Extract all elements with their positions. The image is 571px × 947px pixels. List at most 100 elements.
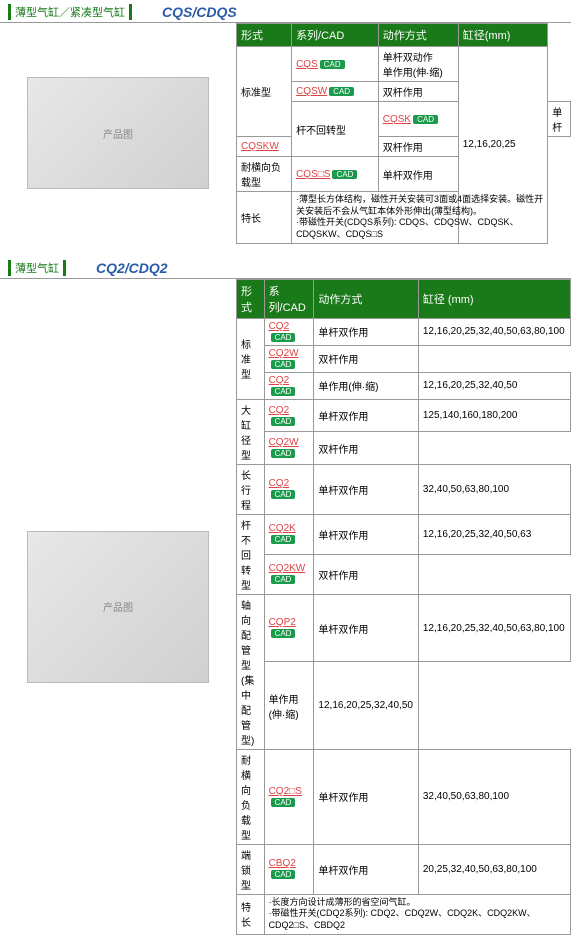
cad-badge[interactable]: CAD: [271, 575, 296, 584]
cad-badge[interactable]: CAD: [271, 449, 296, 458]
section: 薄型气缸CQ2/CDQ2产品图形式系列/CAD动作方式缸径 (mm)标准型CQ2…: [0, 256, 571, 935]
form-cell: 杆不回转型: [292, 102, 379, 157]
series-link[interactable]: CQ2K: [269, 523, 296, 534]
table-header: 缸径(mm): [458, 24, 547, 47]
action-cell: 单杆双作用: [378, 157, 458, 192]
cad-badge[interactable]: CAD: [271, 870, 296, 879]
table-column: 形式系列/CAD动作方式缸径 (mm)标准型CQ2CAD单杆双作用12,16,2…: [236, 279, 571, 935]
table-header: 缸径 (mm): [418, 279, 570, 318]
action-cell: 单杆双作用: [314, 594, 418, 662]
cad-badge[interactable]: CAD: [271, 798, 296, 807]
table-row: 标准型CQ2CAD单杆双作用12,16,20,25,32,40,50,63,80…: [237, 318, 571, 345]
series-cell: CQSCAD: [292, 47, 379, 82]
series-cell: CQ2CAD: [264, 318, 314, 345]
table-row: 标准型CQSCAD单杆双动作单作用(伸·缩)12,16,20,25: [237, 47, 571, 82]
action-cell: 双杆作用: [314, 345, 418, 372]
action-cell: 单杆双作用: [314, 464, 418, 514]
section-title: 薄型气缸／紧凑型气缸: [8, 4, 132, 20]
bore-cell: 20,25,32,40,50,63,80,100: [418, 844, 570, 894]
series-link[interactable]: CBQ2: [269, 858, 296, 869]
table-row: 端锁型CBQ2CAD单杆双作用20,25,32,40,50,63,80,100: [237, 844, 571, 894]
cad-badge[interactable]: CAD: [329, 87, 354, 96]
cad-badge[interactable]: CAD: [271, 333, 296, 342]
model-code: CQ2/CDQ2: [96, 260, 168, 276]
table-header: 系列/CAD: [264, 279, 314, 318]
series-link[interactable]: CQSW: [296, 86, 327, 97]
content-row: 产品图形式系列/CAD动作方式缸径 (mm)标准型CQ2CAD单杆双作用12,1…: [0, 279, 571, 935]
cad-badge[interactable]: CAD: [271, 490, 296, 499]
series-link[interactable]: CQS□S: [296, 169, 330, 180]
table-row: CQ2WCAD 双杆作用: [237, 345, 571, 372]
cad-badge[interactable]: CAD: [271, 387, 296, 396]
series-cell: CQ2KCAD: [264, 514, 314, 554]
spec-table: 形式系列/CAD动作方式缸径(mm)标准型CQSCAD单杆双动作单作用(伸·缩)…: [236, 23, 571, 244]
cad-badge[interactable]: CAD: [320, 60, 345, 69]
bore-cell: 12,16,20,25,32,40,50,63,80,100: [418, 594, 570, 662]
series-link[interactable]: CQ2: [269, 375, 290, 386]
form-cell: 耐横向负载型: [237, 157, 292, 192]
table-header: 系列/CAD: [292, 24, 379, 47]
series-cell: CQ2CAD: [264, 372, 314, 399]
table-header: 动作方式: [378, 24, 458, 47]
bore-cell: 32,40,50,63,80,100: [418, 749, 570, 844]
cad-badge[interactable]: CAD: [271, 417, 296, 426]
product-image: 产品图: [27, 531, 209, 683]
series-cell: CQ2CAD: [264, 399, 314, 432]
series-link[interactable]: CQP2: [269, 617, 296, 628]
series-cell: CQ2□SCAD: [264, 749, 314, 844]
series-link[interactable]: CQ2: [269, 478, 290, 489]
cad-badge[interactable]: CAD: [271, 629, 296, 638]
series-link[interactable]: CQ2: [269, 321, 290, 332]
form-cell: 轴向配管型(集中配管型): [237, 594, 265, 749]
image-column: 产品图: [0, 23, 236, 244]
series-cell: CQS□SCAD: [292, 157, 379, 192]
cad-badge[interactable]: CAD: [271, 360, 296, 369]
series-link[interactable]: CQ2: [269, 405, 290, 416]
action-cell: 单杆双动作单作用(伸·缩): [378, 47, 458, 82]
series-link[interactable]: CQ2W: [269, 437, 299, 448]
action-cell: 单作用(伸·缩): [264, 662, 314, 750]
series-link[interactable]: CQSKW: [241, 141, 279, 152]
table-row: CQ2WCAD 双杆作用: [237, 432, 571, 465]
table-header: 形式: [237, 279, 265, 318]
title-row: 薄型气缸 CQ2/CDQ2: [0, 256, 571, 279]
section-title: 薄型气缸: [8, 260, 66, 276]
bore-cell: 12,16,20,25,32,40,50: [314, 662, 418, 750]
cad-badge[interactable]: CAD: [413, 115, 438, 124]
table-row: 特长·长度方向设计成薄形的省空间气缸。·带磁性开关(CDQ2系列): CDQ2、…: [237, 894, 571, 934]
table-header: 形式: [237, 24, 292, 47]
table-row: 耐横向负载型CQ2□SCAD单杆双作用32,40,50,63,80,100: [237, 749, 571, 844]
table-row: 特长·薄型长方体结构，磁性开关安装可3面或4面选择安装。磁性开关安装后不会从气缸…: [237, 192, 571, 244]
table-column: 形式系列/CAD动作方式缸径(mm)标准型CQSCAD单杆双动作单作用(伸·缩)…: [236, 23, 571, 244]
title-row: 薄型气缸／紧凑型气缸CQS/CDQS: [0, 0, 571, 23]
section: 薄型气缸／紧凑型气缸CQS/CDQS产品图形式系列/CAD动作方式缸径(mm) 标…: [0, 0, 571, 244]
table-header: 动作方式: [314, 279, 418, 318]
series-link[interactable]: CQ2□S: [269, 786, 302, 797]
image-column: 产品图: [0, 279, 236, 935]
cad-badge[interactable]: CAD: [271, 535, 296, 544]
form-cell: 标准型: [237, 47, 292, 137]
action-cell: 双杆作用: [314, 432, 418, 465]
series-link[interactable]: CQSK: [383, 114, 411, 125]
spec-table: 形式系列/CAD动作方式缸径 (mm)标准型CQ2CAD单杆双作用12,16,2…: [236, 279, 571, 935]
form-cell: 端锁型: [237, 844, 265, 894]
action-cell: 单杆双作用: [314, 844, 418, 894]
action-cell: 双杆作用: [314, 554, 418, 594]
action-cell: 单杆: [548, 102, 571, 137]
form-cell: 长行程: [237, 464, 265, 514]
content-row: 产品图形式系列/CAD动作方式缸径(mm)标准型CQSCAD单杆双动作单作用(伸…: [0, 23, 571, 244]
series-link[interactable]: CQ2W: [269, 348, 299, 359]
action-cell: 单杆双作用: [314, 749, 418, 844]
table-row: CQ2CAD单作用(伸·缩)12,16,20,25,32,40,50: [237, 372, 571, 399]
series-cell: CBQ2CAD: [264, 844, 314, 894]
series-cell: CQ2KWCAD: [264, 554, 314, 594]
form-cell: 特长: [237, 894, 265, 934]
table-row: 杆不回转型CQ2KCAD单杆双作用12,16,20,25,32,40,50,63: [237, 514, 571, 554]
series-link[interactable]: CQ2KW: [269, 563, 306, 574]
cad-badge[interactable]: CAD: [332, 170, 357, 179]
note-cell: ·长度方向设计成薄形的省空间气缸。·带磁性开关(CDQ2系列): CDQ2、CD…: [264, 894, 570, 934]
table-row: CQ2KWCAD双杆作用: [237, 554, 571, 594]
series-link[interactable]: CQS: [296, 59, 318, 70]
form-cell: 大缸径型: [237, 399, 265, 464]
form-cell: 特长: [237, 192, 292, 244]
